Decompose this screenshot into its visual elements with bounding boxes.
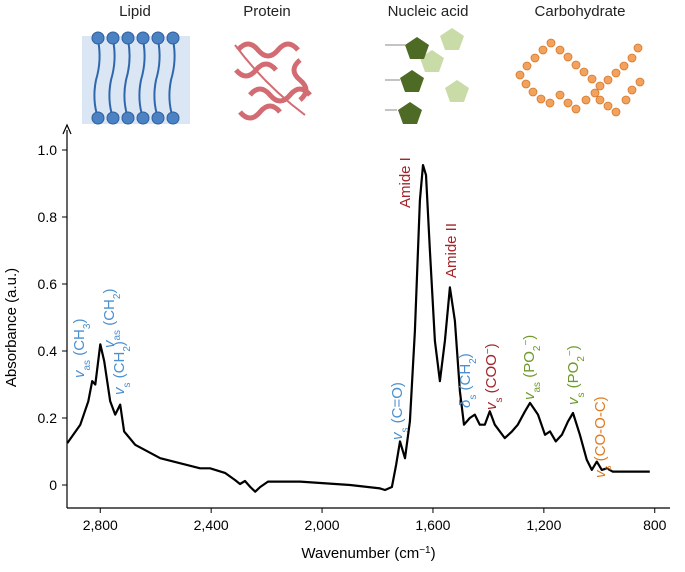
x-tick-label: 1,600 — [415, 517, 450, 533]
annotation: Amide I — [397, 157, 414, 208]
text-part: (CH — [111, 352, 128, 383]
text-part: Wavenumber (cm — [301, 545, 419, 562]
text-part: v — [521, 391, 538, 400]
text-part: (CO-O-C) — [592, 396, 609, 465]
text-part: ) — [71, 319, 88, 324]
protein-icon — [234, 41, 312, 121]
panel-label: Nucleic acid — [388, 3, 469, 20]
text-part: ) — [483, 343, 500, 348]
annotation: Amide II — [443, 223, 460, 278]
annotation: δs (CH2) — [457, 353, 479, 408]
text-part: (PO — [565, 362, 582, 393]
text-part: Amide II — [443, 223, 460, 278]
text-part: (PO — [521, 351, 538, 382]
text-part: ) — [431, 545, 436, 562]
text-part: (C=O) — [389, 382, 406, 427]
text-part: v — [101, 339, 118, 348]
text-part: − — [521, 340, 532, 346]
y-tick-label: 1.0 — [38, 142, 58, 158]
annotation: vas (CH2) — [101, 289, 123, 348]
annotation: vs (COO−) — [483, 343, 505, 410]
text-part: (COO — [483, 354, 500, 397]
text-part: s — [468, 395, 479, 400]
text-part: (CH — [71, 329, 88, 360]
lipid-icon — [82, 31, 190, 125]
text-part: (CH — [457, 364, 474, 395]
text-part: (CH — [101, 299, 118, 330]
text-part: v — [111, 386, 128, 395]
text-part: ) — [521, 335, 538, 340]
text-part: − — [565, 350, 576, 356]
annotation: vs (PO2−) — [565, 345, 587, 405]
text-part: 2 — [122, 346, 133, 352]
text-part: v — [592, 469, 609, 478]
text-part: 3 — [82, 323, 93, 329]
x-tick-label: 2,000 — [305, 517, 340, 533]
y-tick-label: 0.6 — [38, 276, 58, 292]
y-tick-label: 0.4 — [38, 343, 58, 359]
y-tick-label: 0.2 — [38, 410, 58, 426]
text-part: 2 — [576, 356, 587, 362]
text-part: v — [71, 369, 88, 378]
y-axis-arrow — [62, 123, 72, 135]
panel-label: Carbohydrate — [535, 3, 626, 20]
annotation: vs (CO-O-C) — [592, 396, 614, 478]
spectrum-line — [66, 164, 650, 493]
text-part: ) — [101, 289, 118, 294]
text-part: s — [494, 398, 505, 403]
plot: 0 0.2 0.4 0.6 0.8 1.0 2,800 2,400 2,000 1,600 1,20… — [3, 123, 670, 563]
panel-label: Lipid — [119, 3, 151, 20]
carbohydrate-icon — [515, 38, 645, 117]
text-part: v — [389, 431, 406, 440]
annotation: vas (CH3) — [71, 319, 93, 378]
y-axis-label: Absorbance (a.u.) — [3, 268, 20, 387]
text-part: ) — [565, 345, 582, 350]
x-tick-label: 2,400 — [194, 517, 229, 533]
text-part: ) — [457, 353, 474, 358]
text-part: as — [112, 330, 123, 341]
x-axis-label: Wavenumber (cm−1) — [301, 545, 435, 563]
annotation: vs (C=O) — [389, 382, 411, 440]
text-part: s — [576, 393, 587, 398]
text-part: ) — [111, 341, 128, 346]
text-part: 2 — [468, 358, 479, 364]
text-part: −1 — [419, 545, 431, 556]
y-tick-label: 0 — [49, 477, 57, 493]
x-tick-label: 800 — [643, 517, 667, 533]
text-part: δ — [457, 399, 474, 408]
text-part: − — [483, 348, 494, 354]
text-part: 2 — [112, 293, 123, 299]
text-part: as — [532, 382, 543, 393]
annotation: vs (CH2) — [111, 341, 133, 395]
text-part: Amide I — [397, 157, 414, 208]
x-tick-label: 1,200 — [526, 517, 561, 533]
text-part: s — [603, 466, 614, 471]
text-part: v — [565, 396, 582, 405]
nucleic-acid-icon — [385, 28, 469, 124]
text-part: as — [82, 360, 93, 371]
panel-label: Protein — [243, 3, 291, 20]
annotation: vas (PO2−) — [521, 335, 543, 400]
header: Lipid Protein Nucleic acid Carbohydrate — [119, 3, 625, 20]
text-part: 2 — [532, 345, 543, 351]
y-tick-label: 0.8 — [38, 209, 58, 225]
text-part: v — [483, 401, 500, 410]
x-tick-label: 2,800 — [83, 517, 118, 533]
text-part: s — [122, 383, 133, 388]
text-part: s — [400, 428, 411, 433]
